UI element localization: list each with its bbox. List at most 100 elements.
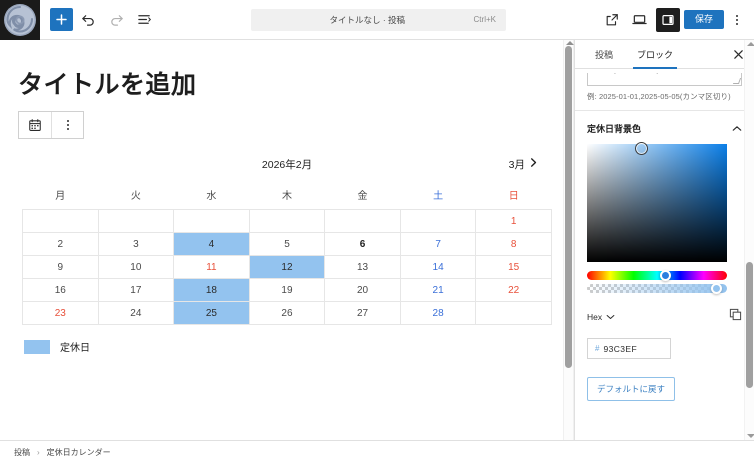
calendar-day-cell[interactable]: 21	[399, 278, 477, 302]
redo-icon[interactable]	[103, 7, 129, 33]
canvas-scrollbar[interactable]	[563, 40, 574, 440]
next-month-button[interactable]: 3月	[509, 157, 538, 172]
calendar-legend: 定休日	[22, 339, 552, 354]
color-format-label: Hex	[587, 312, 603, 322]
calendar-day-cell[interactable]: 2	[22, 232, 99, 256]
calendar-day-cell[interactable]: 23	[22, 301, 99, 325]
calendar-day-closed[interactable]: 18	[173, 278, 250, 302]
calendar-day-cell[interactable]: 26	[248, 301, 326, 325]
calendar-weekday-header: 火	[130, 191, 141, 202]
calendar-icon[interactable]	[19, 112, 51, 138]
post-title-input[interactable]: タイトルを追加	[18, 71, 197, 99]
copy-icon[interactable]	[729, 308, 742, 326]
options-ellipsis-icon[interactable]	[728, 8, 746, 32]
toolbar-right-group: 保存	[600, 7, 746, 32]
toolbar-left-group	[50, 7, 157, 33]
closed-dates-textarea[interactable]: -02-20,2026-02-11,2026-02-20	[587, 73, 742, 86]
calendar-day-closed[interactable]: 12	[248, 255, 326, 279]
calendar-day-closed[interactable]: 25	[173, 301, 250, 325]
saturation-pointer[interactable]	[635, 142, 648, 155]
calendar-day-cell[interactable]: 16	[22, 278, 99, 302]
calendar-day-cell[interactable]: 9	[22, 255, 99, 279]
chevron-down-icon	[606, 312, 615, 322]
calendar-week-row: 9 10 11 12 13 14 15	[22, 255, 552, 279]
calendar-day-closed[interactable]: 4	[173, 232, 250, 256]
scroll-up-arrow-icon[interactable]	[566, 41, 574, 45]
wordpress-logo-icon[interactable]	[0, 0, 40, 40]
sidebar-scrollbar[interactable]	[744, 40, 754, 440]
alpha-slider-knob[interactable]	[711, 283, 722, 294]
calendar-day-cell[interactable]: 28	[399, 301, 477, 325]
reset-to-default-button[interactable]: デフォルトに戻す	[587, 377, 676, 401]
calendar-day-cell[interactable]: 13	[324, 255, 401, 279]
canvas-scrollbar-thumb[interactable]	[565, 46, 572, 368]
color-panel-header[interactable]: 定休日背景色	[575, 111, 754, 144]
external-link-icon[interactable]	[600, 8, 624, 32]
calendar-day-cell	[248, 209, 326, 233]
calendar-day-cell[interactable]: 7	[399, 232, 477, 256]
calendar-day-cell	[22, 209, 99, 233]
calendar-day-cell	[324, 209, 401, 233]
color-picker	[575, 142, 754, 294]
undo-icon[interactable]	[75, 7, 101, 33]
settings-sidebar: 投稿 ブロック -02-20,2026-02-11,2026-02-20 例: …	[574, 40, 754, 440]
document-outline-icon[interactable]	[131, 7, 157, 33]
calendar-day-cell[interactable]: 22	[475, 278, 552, 302]
breadcrumb-item-post[interactable]: 投稿	[14, 447, 30, 457]
calendar-day-cell	[399, 209, 477, 233]
block-options-ellipsis-icon[interactable]	[51, 112, 83, 138]
calendar-day-cell	[173, 209, 250, 233]
calendar-day-cell[interactable]: 5	[248, 232, 326, 256]
sidebar-scrollbar-thumb[interactable]	[746, 262, 753, 388]
hue-slider-knob[interactable]	[660, 270, 671, 281]
sidebar-toggle-icon[interactable]	[655, 7, 680, 32]
alpha-slider[interactable]	[587, 284, 727, 293]
resize-grip-icon[interactable]	[732, 78, 741, 84]
hex-value: 93C3EF	[603, 343, 638, 354]
save-button[interactable]: 保存	[683, 9, 724, 30]
sidebar-scroll-up-arrow-icon[interactable]	[747, 42, 754, 46]
hue-slider[interactable]	[587, 271, 727, 280]
add-block-button[interactable]	[50, 8, 73, 31]
breadcrumb-bar: 投稿 › 定休日カレンダー	[0, 440, 754, 463]
color-format-select[interactable]: Hex	[587, 312, 615, 322]
calendar-day-cell[interactable]: 15	[475, 255, 552, 279]
command-shortcut-hint: Ctrl+K	[473, 15, 496, 24]
calendar-week-row: 16 17 18 19 20 21 22	[22, 278, 552, 302]
calendar-day-cell[interactable]: 20	[324, 278, 401, 302]
document-title-bar[interactable]: タイトルなし · 投稿 Ctrl+K	[250, 8, 506, 31]
calendar-week-row: 23 24 25 26 27 28	[22, 301, 552, 325]
close-icon[interactable]	[731, 47, 746, 62]
calendar-day-cell[interactable]: 3	[97, 232, 175, 256]
calendar-week-row: 1	[22, 209, 552, 233]
closed-days-calendar-block: 2026年2月 3月 月火水木金土日 1 2 3 4 5 6 7 8 9 10 11 12 13 14 15…	[22, 153, 552, 354]
tab-post[interactable]: 投稿	[595, 49, 614, 60]
calendar-day-cell[interactable]: 11	[173, 255, 250, 279]
color-format-row: Hex	[575, 308, 754, 326]
chevron-up-icon[interactable]	[732, 125, 742, 132]
closed-dates-help-text: 例: 2025-01-01,2025-05-05(カンマ区切り)	[587, 92, 731, 101]
calendar-day-cell[interactable]: 1	[475, 209, 552, 233]
color-panel-title: 定休日背景色	[587, 124, 642, 134]
calendar-day-cell[interactable]: 14	[399, 255, 477, 279]
desktop-icon[interactable]	[628, 8, 652, 32]
calendar-weekday-header: 金	[357, 191, 368, 202]
calendar-day-cell	[97, 209, 175, 233]
calendar-day-cell[interactable]: 17	[97, 278, 175, 302]
sidebar-body: -02-20,2026-02-11,2026-02-20 例: 2025-01-…	[575, 69, 754, 440]
hex-input[interactable]: # 93C3EF	[587, 338, 671, 359]
calendar-day-cell[interactable]: 10	[97, 255, 175, 279]
calendar-day-cell[interactable]: 27	[324, 301, 401, 325]
next-month-label: 3月	[508, 158, 525, 171]
color-saturation-area[interactable]	[587, 142, 727, 262]
tab-block[interactable]: ブロック	[625, 40, 685, 69]
calendar-day-cell[interactable]: 8	[475, 232, 552, 256]
calendar-day-cell[interactable]: 19	[248, 278, 326, 302]
calendar-day-cell	[475, 301, 552, 325]
breadcrumb-item-block[interactable]: 定休日カレンダー	[46, 447, 111, 457]
calendar-day-cell[interactable]: 24	[97, 301, 175, 325]
sidebar-scroll-down-arrow-icon[interactable]	[747, 434, 754, 438]
legend-color-swatch	[24, 339, 50, 354]
calendar-day-cell[interactable]: 6	[324, 232, 401, 256]
